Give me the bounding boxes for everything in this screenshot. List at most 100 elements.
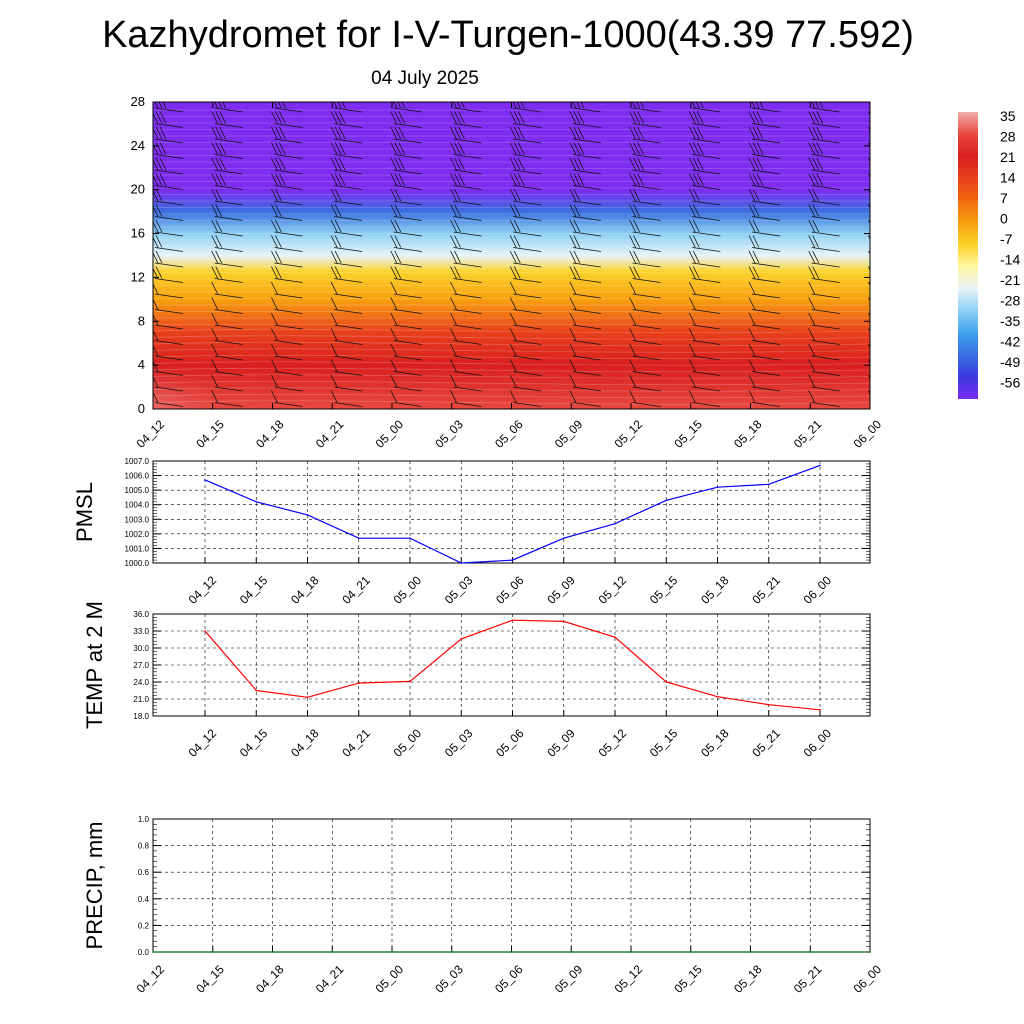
heatmap-x-tick-label: 05_03: [432, 417, 466, 451]
y-tick-label: 0.4: [138, 895, 150, 904]
x-tick-label: 05_21: [749, 726, 783, 760]
data-point: [511, 559, 514, 561]
heatmap-x-tick-label: 04_15: [193, 417, 227, 451]
colorbar-label: -7: [1000, 231, 1013, 247]
data-point: [409, 537, 411, 540]
y-axis-label: PRECIP, mm: [82, 822, 107, 950]
data-point: [614, 522, 616, 525]
heatmap-y-tick-label: 24: [131, 138, 145, 153]
data-point: [716, 695, 719, 698]
data-point: [689, 951, 692, 953]
data-point: [306, 696, 309, 699]
colorbar-label: 28: [1000, 129, 1016, 145]
x-tick-label: 05_09: [552, 962, 586, 996]
data-point: [749, 951, 752, 953]
data-point: [331, 951, 334, 953]
data-point: [570, 951, 573, 953]
panel-frame: [152, 613, 871, 717]
y-tick-label: 33.0: [133, 627, 149, 636]
pmsl-panel: 1000.0 1001.0 1002.0 1003.0 1004.0 1005.0 1006…: [72, 457, 871, 607]
y-tick-label: 1004.0: [125, 501, 150, 510]
heatmap-x-tick-label: 05_12: [612, 417, 646, 451]
x-tick-label: 06_00: [801, 726, 835, 760]
data-point: [391, 951, 393, 953]
data-point: [767, 483, 770, 486]
y-tick-label: 0.8: [138, 842, 150, 851]
x-tick-label: 05_03: [442, 573, 476, 607]
y-tick-label: 0.0: [138, 948, 150, 957]
x-tick-label: 04_12: [186, 573, 220, 607]
heatmap-x-tick-label: 05_06: [492, 417, 526, 451]
colorbar-label: 0: [1000, 211, 1008, 227]
data-point: [306, 514, 309, 516]
x-tick-label: 05_00: [373, 962, 407, 996]
chart-date: 04 July 2025: [371, 68, 479, 89]
x-tick-label: 04_18: [288, 573, 322, 607]
x-tick-label: 05_03: [442, 726, 476, 760]
temperature-2m-panel: 18.0 21.0 24.0 27.0 30.0 33.0 36.0 04_12 04_15 04…: [82, 601, 871, 760]
precipitation-panel: 0.0 0.2 0.4 0.6 0.8 1.0 04_12 04_15 04_18 04_21 05…: [82, 815, 884, 996]
data-point: [255, 689, 258, 692]
x-tick-label: 05_09: [544, 726, 578, 760]
y-tick-label: 1006.0: [125, 472, 150, 481]
heatmap-x-tick-label: 05_15: [671, 417, 705, 451]
y-tick-label: 27.0: [133, 661, 149, 670]
y-tick-label: 1003.0: [125, 515, 150, 524]
x-tick-label: 04_15: [193, 962, 227, 996]
data-point: [204, 479, 206, 481]
colorbar-label: 7: [1000, 190, 1008, 206]
colorbar-label: -21: [1000, 272, 1020, 288]
heatmap-x-tick-label: 04_18: [253, 417, 287, 451]
colorbar-label: -14: [1000, 252, 1020, 268]
heatmap-y-tick-label: 0: [138, 401, 145, 416]
heatmap-y-tick-label: 8: [138, 313, 145, 328]
data-point: [204, 630, 206, 632]
x-tick-label: 04_15: [237, 726, 271, 760]
chart-title: Kazhydromet for I-V-Turgen-1000(43.39 77…: [102, 14, 914, 56]
colorbar-label: -35: [1000, 313, 1020, 329]
x-tick-label: 04_15: [237, 573, 271, 607]
data-point: [211, 951, 214, 953]
colorbar-label: 35: [1000, 108, 1016, 124]
y-tick-label: 1001.0: [125, 544, 150, 553]
x-tick-label: 05_18: [698, 573, 732, 607]
colorbar-label: -42: [1000, 334, 1020, 350]
y-tick-label: 1.0: [138, 815, 150, 824]
x-tick-label: 04_21: [313, 962, 347, 996]
data-point: [511, 619, 514, 622]
x-tick-label: 04_18: [288, 726, 322, 760]
y-tick-label: 18.0: [133, 712, 149, 721]
data-point: [510, 951, 513, 953]
x-tick-label: 05_12: [596, 573, 630, 607]
data-point: [460, 562, 463, 564]
warm-core-center: [370, 354, 690, 409]
heatmap-y-tick-label: 12: [131, 269, 145, 284]
heatmap-x-tick-label: 05_00: [373, 417, 407, 451]
data-point: [271, 951, 274, 953]
data-point: [255, 501, 258, 503]
x-tick-label: 05_21: [749, 573, 783, 607]
data-point: [562, 620, 565, 623]
heatmap-y-tick-label: 4: [138, 357, 145, 372]
y-tick-label: 36.0: [133, 610, 149, 619]
x-tick-label: 05_15: [671, 962, 705, 996]
data-point: [357, 682, 360, 684]
x-tick-label: 05_12: [612, 962, 646, 996]
heatmap-y-tick-label: 20: [131, 182, 145, 197]
colorbar: 35 28 21 14 7 0 -7 -14 -21 -28 -35 -42 -49 -56: [958, 108, 1020, 399]
y-axis-label: TEMP at 2 M: [82, 601, 107, 729]
data-point: [357, 537, 360, 540]
x-tick-label: 06_00: [801, 573, 835, 607]
data-point: [614, 636, 616, 639]
heatmap-y-tick-label: 16: [131, 226, 145, 241]
x-tick-label: 05_18: [731, 962, 765, 996]
x-tick-label: 05_15: [647, 726, 681, 760]
data-point: [819, 464, 821, 467]
data-point: [869, 951, 871, 953]
x-tick-label: 05_00: [391, 726, 425, 760]
colorbar-label: 14: [1000, 170, 1016, 186]
y-tick-label: 1007.0: [125, 457, 150, 466]
x-tick-label: 05_06: [492, 962, 526, 996]
